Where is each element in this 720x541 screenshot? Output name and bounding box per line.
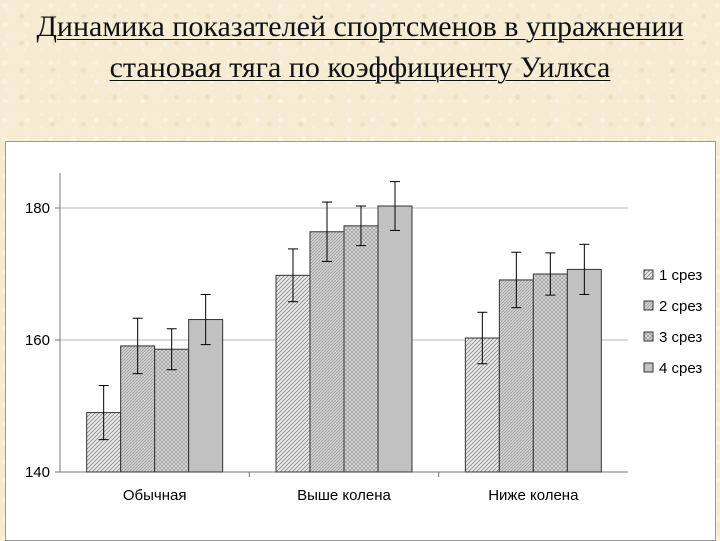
- bar: [154, 348, 190, 473]
- y-tick-label: 140: [25, 464, 50, 481]
- legend: 1 срез 2 срез 3 срез 4 срез: [643, 267, 702, 377]
- bar: [309, 231, 345, 473]
- legend-label: 3 срез: [659, 329, 702, 346]
- bar: [343, 225, 379, 473]
- bar: [566, 268, 602, 473]
- legend-swatch: [643, 269, 654, 280]
- x-category-label: Обычная: [123, 487, 187, 504]
- y-tick-label: 180: [25, 200, 50, 217]
- legend-label: 2 срез: [659, 298, 702, 315]
- x-category-label: Выше колена: [297, 487, 391, 504]
- bar: [498, 279, 534, 473]
- legend-label: 1 срез: [659, 267, 702, 284]
- bar: [275, 274, 311, 473]
- legend-swatch: [643, 300, 654, 311]
- y-tick-label: 160: [25, 332, 50, 349]
- bar: [377, 205, 413, 473]
- legend-label: 4 срез: [659, 360, 702, 377]
- legend-swatch: [643, 331, 654, 342]
- chart-panel: 140 160 180 Обычная Выше колена Ниже колена 1…: [5, 141, 716, 541]
- bar-chart: 140 160 180 Обычная Выше колена Ниже колена 1…: [25, 173, 702, 504]
- slide-title: Динамика показателей спортсменов в упраж…: [36, 10, 684, 84]
- bar: [532, 273, 568, 473]
- bars: [86, 181, 602, 473]
- x-category-label: Ниже колена: [488, 487, 579, 504]
- legend-swatch: [643, 362, 654, 373]
